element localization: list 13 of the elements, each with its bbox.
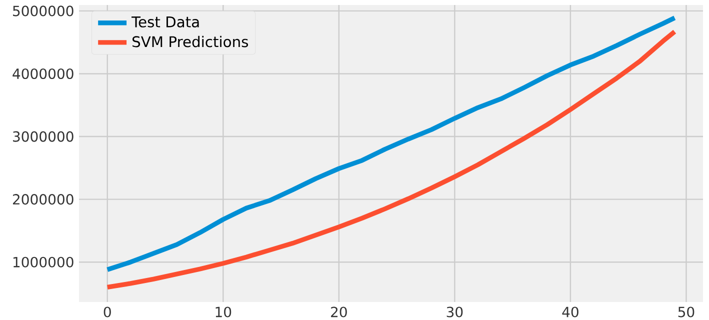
x-tick-label: 10 xyxy=(216,306,232,318)
y-tick-label: 5000000 xyxy=(13,6,74,16)
x-tick-label: 50 xyxy=(678,306,694,318)
y-tick-label: 1000000 xyxy=(13,256,74,268)
y-tick-label: 4000000 xyxy=(12,68,74,80)
y-tick-label: 2000000 xyxy=(12,194,74,205)
x-tick-label: 30 xyxy=(446,306,463,318)
x-tick-label: 0 xyxy=(104,306,111,318)
x-tick-label: 20 xyxy=(331,306,347,318)
y-tick-label: 3000000 xyxy=(13,131,74,142)
legend-label: Test Data xyxy=(132,16,199,28)
legend-label: SVM Predictions xyxy=(132,36,248,48)
x-tick-label: 40 xyxy=(562,306,578,318)
